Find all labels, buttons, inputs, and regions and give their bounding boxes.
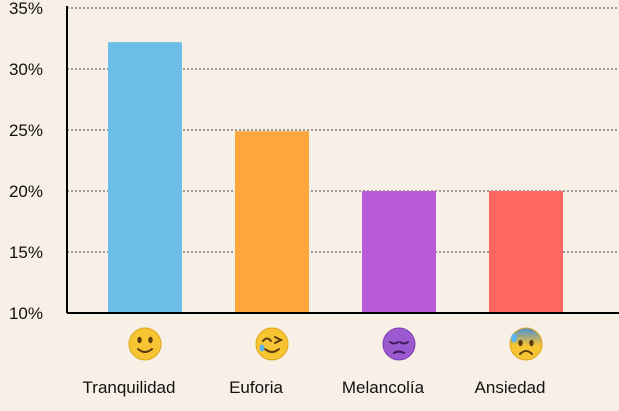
x-category-label: Tranquilidad	[83, 378, 176, 397]
bar-ansiedad	[489, 191, 563, 313]
y-tick-label: 30%	[9, 60, 43, 79]
y-tick-label: 10%	[9, 304, 43, 323]
bar-melancolía	[362, 191, 436, 313]
bar-tranquilidad	[108, 42, 182, 313]
category-icons	[128, 327, 543, 361]
x-category-label: Melancolía	[342, 378, 425, 397]
bars	[108, 42, 563, 313]
y-tick-label: 15%	[9, 243, 43, 262]
bar-euforia	[235, 131, 309, 313]
pensive-purple-face-icon	[382, 327, 416, 361]
x-category-label: Ansiedad	[475, 378, 546, 397]
y-axis-tick-labels: 10% 15% 20% 25% 30% 35%	[9, 0, 43, 323]
slightly-smiling-face-icon	[128, 327, 162, 361]
anxious-face-with-sweat-icon	[509, 327, 543, 361]
y-tick-label: 20%	[9, 182, 43, 201]
x-axis-category-labels: Tranquilidad Euforia Melancolía Ansiedad	[83, 378, 546, 397]
x-category-label: Euforia	[229, 378, 283, 397]
y-tick-label: 35%	[9, 0, 43, 18]
smiling-face-with-tear-icon	[255, 327, 289, 361]
y-tick-label: 25%	[9, 121, 43, 140]
